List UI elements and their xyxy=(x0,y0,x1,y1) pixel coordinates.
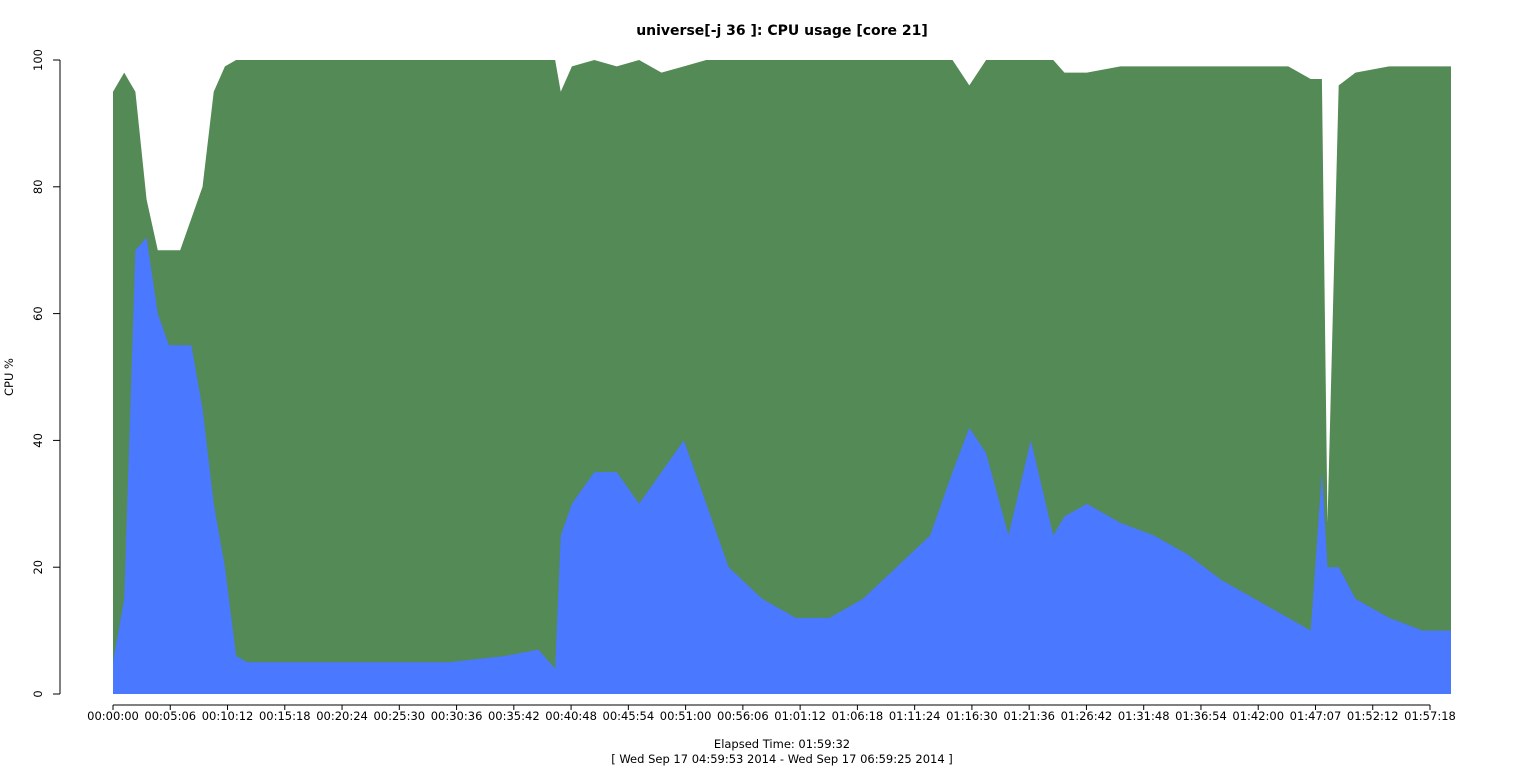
y-axis-label: CPU % xyxy=(2,358,16,396)
x-tick-label: 00:10:12 xyxy=(202,709,254,723)
plot-areas xyxy=(113,60,1451,694)
y-tick-label: 0 xyxy=(31,690,45,697)
x-tick-label: 00:20:24 xyxy=(316,709,368,723)
x-tick-label: 01:26:42 xyxy=(1061,709,1113,723)
x-tick-label: 00:45:54 xyxy=(603,709,655,723)
x-tick-label: 00:51:00 xyxy=(660,709,712,723)
x-tick-label: 00:30:36 xyxy=(431,709,483,723)
x-tick-label: 01:57:18 xyxy=(1404,709,1456,723)
x-tick-label: 00:40:48 xyxy=(545,709,597,723)
y-tick-label: 100 xyxy=(31,49,45,71)
x-tick-label: 00:05:06 xyxy=(144,709,196,723)
chart-title: universe[-j 36 ]: CPU usage [core 21] xyxy=(636,23,928,39)
x-tick-label: 00:56:06 xyxy=(717,709,769,723)
x-axis-label: Elapsed Time: 01:59:32 xyxy=(714,737,850,751)
x-tick-label: 01:06:18 xyxy=(832,709,884,723)
x-tick-label: 01:52:12 xyxy=(1347,709,1399,723)
y-tick-label: 80 xyxy=(31,179,45,194)
x-tick-label: 00:15:18 xyxy=(259,709,311,723)
x-tick-label: 01:16:30 xyxy=(946,709,998,723)
x-tick-label: 01:21:36 xyxy=(1003,709,1055,723)
x-tick-label: 00:25:30 xyxy=(373,709,425,723)
y-axis: 0 20 40 60 80 100 xyxy=(31,49,61,698)
x-tick-label: 00:00:00 xyxy=(87,709,139,723)
y-tick-label: 20 xyxy=(31,560,45,575)
x-tick-label: 01:47:07 xyxy=(1290,709,1342,723)
x-tick-label: 01:01:12 xyxy=(774,709,826,723)
x-tick-label: 01:31:48 xyxy=(1118,709,1170,723)
x-tick-label: 01:42:00 xyxy=(1232,709,1284,723)
x-tick-label: 01:11:24 xyxy=(889,709,941,723)
x-tick-label: 01:36:54 xyxy=(1175,709,1227,723)
x-axis-date-range: [ Wed Sep 17 04:59:53 2014 - Wed Sep 17 … xyxy=(611,752,953,766)
y-tick-label: 60 xyxy=(31,306,45,321)
y-tick-label: 40 xyxy=(31,433,45,448)
x-tick-label: 00:35:42 xyxy=(488,709,540,723)
x-axis: 00:00:00 00:05:06 00:10:12 00:15:18 00:20:24… xyxy=(87,704,1456,723)
series-lower-area xyxy=(113,237,1451,694)
